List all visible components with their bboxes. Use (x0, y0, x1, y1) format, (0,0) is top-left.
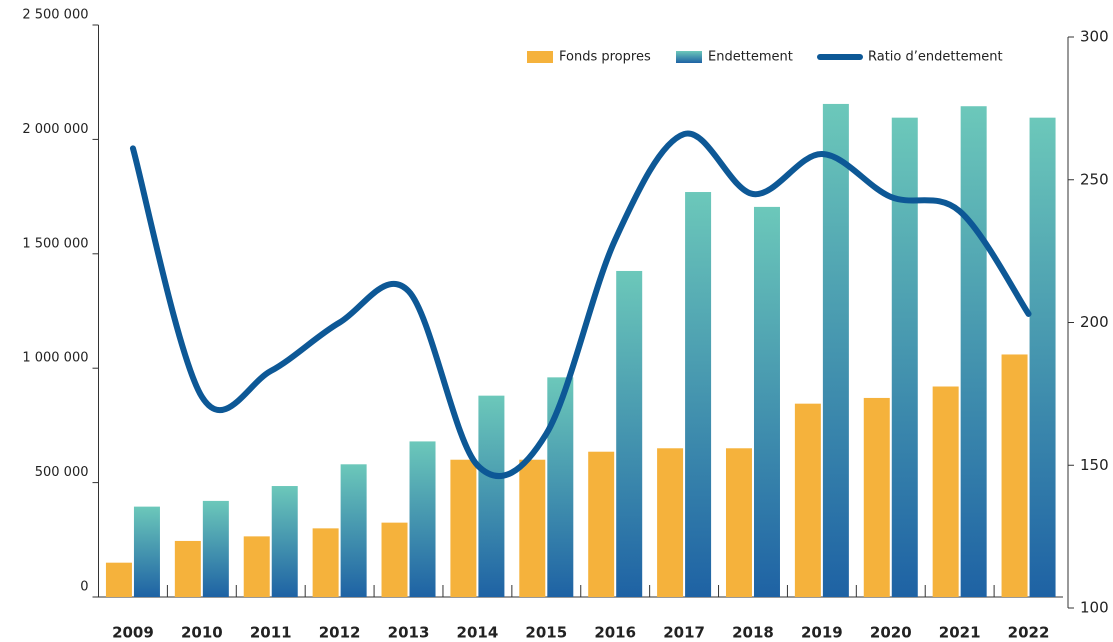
y2-tick-label: 100 (1080, 599, 1109, 617)
legend-label: Endettement (708, 50, 793, 65)
x-tick-label: 2014 (457, 624, 499, 642)
y-tick-label: 500 000 (35, 465, 89, 480)
bar (409, 441, 436, 597)
bar (891, 117, 918, 597)
x-tick-label: 2013 (388, 624, 430, 642)
y-tick-label: 2 000 000 (22, 122, 88, 137)
bar (105, 562, 132, 597)
y2-tick-label: 200 (1080, 313, 1109, 331)
bar (381, 522, 408, 597)
y-tick-label: 1 000 000 (22, 351, 88, 366)
bar (685, 192, 712, 598)
bar (616, 270, 643, 597)
bar (960, 106, 987, 597)
bar (202, 500, 229, 597)
line (129, 130, 1032, 479)
y2-tick-label: 250 (1080, 170, 1109, 188)
bar (340, 464, 367, 597)
x-tick-label: 2017 (663, 624, 705, 642)
bar (822, 103, 849, 597)
x-tick-label: 2021 (939, 624, 981, 642)
bar (271, 486, 298, 597)
x-tick-label: 2022 (1008, 624, 1050, 642)
y-tick-label: 0 (80, 580, 88, 595)
x-tick-label: 2015 (525, 624, 567, 642)
bar (519, 459, 546, 597)
x-tick-label: 2010 (181, 624, 223, 642)
bar (863, 397, 890, 597)
bar (133, 506, 160, 597)
bar (794, 403, 821, 597)
bar (1029, 117, 1056, 597)
bar (243, 536, 270, 597)
y2-tick-label: 150 (1080, 456, 1109, 474)
bar (450, 459, 477, 597)
x-tick-label: 2019 (801, 624, 843, 642)
x-tick-label: 2018 (732, 624, 774, 642)
x-tick-label: 2016 (594, 624, 636, 642)
legend-label: Ratio d’endettement (868, 50, 1003, 65)
bar (657, 448, 684, 597)
bar (753, 206, 780, 597)
y-tick-label: 1 500 000 (22, 236, 88, 251)
bar (547, 377, 574, 597)
x-tick-label: 2009 (112, 624, 154, 642)
bar (312, 528, 339, 597)
legend-swatch (676, 51, 702, 63)
x-tick-label: 2012 (319, 624, 361, 642)
x-tick-label: 2020 (870, 624, 912, 642)
bar (588, 451, 615, 597)
bar (932, 386, 959, 597)
y-tick-label: 2 500 000 (22, 8, 88, 23)
y2-tick-label: 300 (1080, 28, 1109, 46)
bar (174, 540, 201, 597)
bar (478, 395, 505, 597)
bar (725, 448, 752, 597)
legend-label: Fonds propres (559, 50, 651, 65)
x-tick-label: 2011 (250, 624, 292, 642)
bar (1001, 354, 1028, 597)
legend-swatch (527, 51, 553, 63)
